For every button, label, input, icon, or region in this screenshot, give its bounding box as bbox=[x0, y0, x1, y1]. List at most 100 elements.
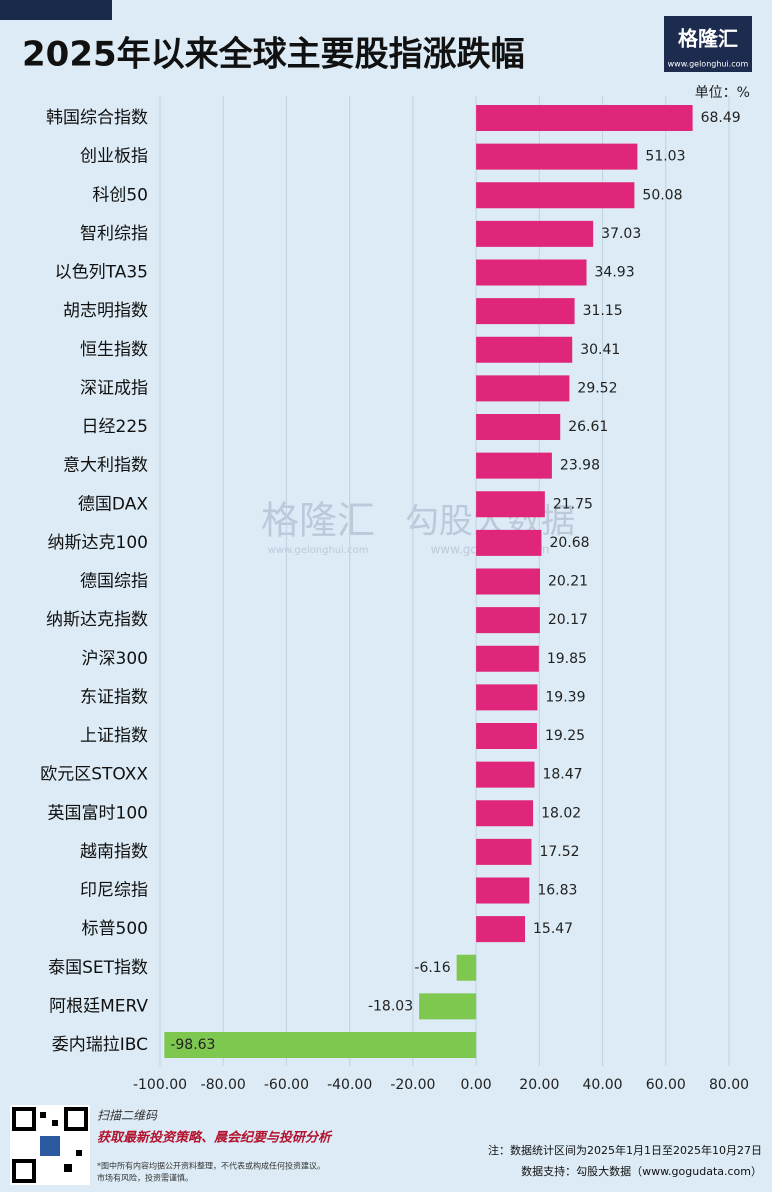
value-label: 51.03 bbox=[645, 149, 685, 165]
value-label: 26.61 bbox=[568, 419, 608, 435]
category-label: 智利综指 bbox=[80, 224, 148, 244]
bar bbox=[476, 568, 540, 595]
footer-slogan: 获取最新投资策略、晨会纪要与投研分析 bbox=[97, 1130, 333, 1146]
bar bbox=[476, 491, 545, 518]
bar bbox=[476, 645, 539, 672]
watermark-text: www.gelonghui.com bbox=[268, 545, 369, 556]
value-label: 18.47 bbox=[542, 767, 582, 783]
value-label: 19.25 bbox=[545, 728, 585, 744]
category-label: 纳斯达克指数 bbox=[46, 610, 148, 630]
footer-source: 数据支持：勾股大数据（www.gogudata.com） bbox=[521, 1164, 762, 1178]
value-label: 29.52 bbox=[577, 380, 617, 396]
x-tick-label: 20.00 bbox=[519, 1077, 559, 1093]
value-label: 17.52 bbox=[539, 844, 579, 860]
category-label: 胡志明指数 bbox=[63, 301, 148, 321]
logo-box bbox=[664, 16, 752, 72]
x-tick-label: -60.00 bbox=[264, 1077, 309, 1093]
bar bbox=[476, 838, 532, 865]
category-label: 深证成指 bbox=[80, 378, 148, 398]
x-tick-label: -20.00 bbox=[390, 1077, 435, 1093]
value-label: 30.41 bbox=[580, 342, 620, 358]
bar bbox=[476, 375, 570, 402]
value-label: -6.16 bbox=[414, 960, 450, 976]
logo-name: 格隆汇 bbox=[678, 27, 738, 51]
value-label: -18.03 bbox=[368, 998, 413, 1014]
bar bbox=[476, 800, 534, 827]
bar bbox=[456, 954, 477, 981]
category-label: 欧元区STOXX bbox=[40, 765, 148, 785]
value-label: 20.21 bbox=[548, 574, 588, 590]
bar bbox=[476, 916, 526, 943]
category-label: 德国综指 bbox=[80, 572, 148, 592]
category-label: 英国富时100 bbox=[48, 803, 148, 823]
value-label: 19.85 bbox=[547, 651, 587, 667]
category-label: 创业板指 bbox=[80, 147, 148, 167]
category-label: 恒生指数 bbox=[80, 340, 148, 360]
footer-disclaimer: *图中所有内容均据公开资料整理，不代表或构成任何投资建议。 bbox=[97, 1161, 325, 1171]
category-label: 泰国SET指数 bbox=[48, 958, 148, 978]
category-label: 标普500 bbox=[82, 919, 148, 939]
bar bbox=[476, 105, 693, 131]
logo-url: www.gelonghui.com bbox=[668, 60, 749, 69]
value-label: 50.08 bbox=[642, 187, 682, 203]
unit: 单位：% bbox=[695, 85, 750, 101]
category-label: 印尼综指 bbox=[80, 881, 148, 901]
bar bbox=[476, 607, 540, 634]
category-label: 科创50 bbox=[92, 185, 148, 205]
value-label: 20.68 bbox=[549, 535, 589, 551]
x-tick-label: -40.00 bbox=[327, 1077, 372, 1093]
value-label: 31.15 bbox=[583, 303, 623, 319]
bar bbox=[476, 143, 638, 170]
bar bbox=[476, 298, 575, 325]
value-label: 23.98 bbox=[560, 458, 600, 474]
x-tick-label: -80.00 bbox=[201, 1077, 246, 1093]
category-label: 上证指数 bbox=[80, 726, 148, 746]
value-label: 37.03 bbox=[601, 226, 641, 242]
x-tick-label: 80.00 bbox=[709, 1077, 749, 1093]
category-label: 以色列TA35 bbox=[55, 263, 148, 283]
category-label: 东证指数 bbox=[80, 687, 148, 707]
category-label: 委内瑞拉IBC bbox=[52, 1035, 148, 1055]
bar bbox=[476, 452, 552, 479]
value-label: 16.83 bbox=[537, 883, 577, 899]
value-label: 34.93 bbox=[595, 265, 635, 281]
value-label: 20.17 bbox=[548, 612, 588, 628]
top-tab bbox=[0, 0, 112, 20]
watermark-text: 格隆汇 bbox=[261, 499, 375, 543]
category-label: 日经225 bbox=[82, 417, 148, 437]
bar bbox=[164, 1032, 477, 1058]
value-label: 19.39 bbox=[545, 689, 585, 705]
value-label: 68.49 bbox=[701, 110, 741, 126]
bar bbox=[476, 336, 573, 363]
value-label: 18.02 bbox=[541, 805, 581, 821]
bar bbox=[476, 877, 530, 904]
bar bbox=[476, 684, 538, 711]
category-label: 沪深300 bbox=[82, 649, 148, 669]
bar bbox=[476, 723, 537, 749]
value-label: 15.47 bbox=[533, 921, 573, 937]
value-label: -98.63 bbox=[170, 1037, 215, 1053]
value-label: 21.75 bbox=[553, 496, 593, 512]
qr-code bbox=[10, 1105, 90, 1185]
bar bbox=[476, 761, 535, 788]
x-tick-label: 60.00 bbox=[646, 1077, 686, 1093]
bar bbox=[476, 259, 587, 286]
bar bbox=[419, 993, 477, 1020]
bar bbox=[476, 220, 594, 247]
x-tick-label: 40.00 bbox=[583, 1077, 623, 1093]
category-label: 纳斯达克100 bbox=[48, 533, 148, 553]
x-tick-label: 0.00 bbox=[461, 1077, 492, 1093]
bar bbox=[476, 182, 635, 209]
x-tick-label: -100.00 bbox=[133, 1077, 187, 1093]
category-label: 德国DAX bbox=[78, 494, 148, 514]
title: 2025年以来全球主要股指涨跌幅 bbox=[22, 35, 525, 75]
category-label: 意大利指数 bbox=[63, 456, 148, 476]
footer-scan: 扫描二维码 bbox=[97, 1109, 158, 1123]
category-label: 越南指数 bbox=[80, 842, 148, 862]
bar bbox=[476, 529, 542, 556]
footer-note: 注：数据统计区间为2025年1月1日至2025年10月27日 bbox=[488, 1143, 762, 1157]
category-label: 阿根廷MERV bbox=[49, 996, 148, 1016]
category-label: 韩国综合指数 bbox=[46, 108, 148, 128]
footer-disclaimer: 市场有风险，投资需谨慎。 bbox=[97, 1173, 193, 1183]
